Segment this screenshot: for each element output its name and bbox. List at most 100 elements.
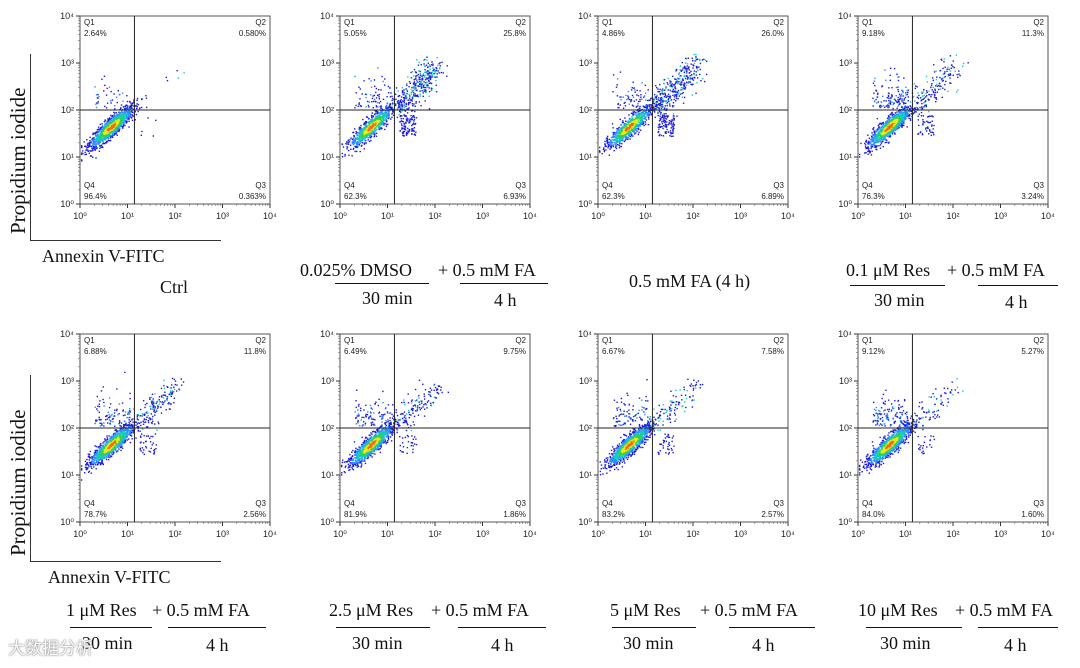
panel-2-dot <box>424 58 426 61</box>
panel-3-dot <box>676 80 679 83</box>
panel-3-dot <box>668 123 670 125</box>
panel-2-dot <box>360 138 362 140</box>
panel-1-dot <box>104 135 107 138</box>
panel-2-dot <box>358 86 360 88</box>
panel-2-dot <box>380 105 382 107</box>
panel-3-dot <box>629 124 631 126</box>
panel-2-dot <box>364 128 367 130</box>
panel-3-dot <box>658 110 661 112</box>
panel-2-dot <box>435 79 437 82</box>
panel-3-dot <box>665 87 667 90</box>
panel-3-dot <box>606 139 609 141</box>
panel-2-dot <box>378 88 380 91</box>
panel-3-dot <box>675 97 678 100</box>
panel-3-dot <box>655 96 657 98</box>
panel-3-dot <box>634 113 636 115</box>
panel-3-dot <box>637 95 640 97</box>
panel-3-dot <box>633 122 635 125</box>
panel-2-dot <box>414 88 416 91</box>
panel-1-dot <box>97 141 99 144</box>
panel-2-dot <box>405 102 408 105</box>
panel-2-dot <box>344 153 346 156</box>
panel-3-dot <box>667 83 669 86</box>
panel-2-dot <box>408 101 410 104</box>
panel-2-dot <box>412 130 414 132</box>
panel-2-dot <box>430 76 432 79</box>
panel-1-dot <box>100 136 102 138</box>
panel-2-dot <box>403 123 406 125</box>
panel-2-dot <box>388 106 391 108</box>
panel-3-dot <box>653 111 656 113</box>
panel-2-dot <box>350 137 352 139</box>
panel-3-dot <box>681 61 684 64</box>
panel-2-dot <box>353 142 355 145</box>
panel-1-dot <box>125 107 127 110</box>
panel-2-dot <box>404 125 407 127</box>
panel-1-dot <box>128 113 131 116</box>
panel-1-dot <box>109 127 111 129</box>
panel-3-dot <box>700 79 702 82</box>
panel-2-dot <box>375 100 377 103</box>
panel-2-dot <box>341 155 344 158</box>
panel-2-dot <box>361 131 363 134</box>
panel-2-dot <box>365 106 367 108</box>
panel-2-dot <box>423 59 425 61</box>
panel-2-dot <box>366 100 369 103</box>
panel-2-dot <box>381 117 383 119</box>
panel-2-dot <box>348 141 351 143</box>
panel-2-dot <box>360 124 362 127</box>
panel-2-dot <box>397 90 399 92</box>
panel-1-dot <box>97 126 100 128</box>
panel-1-dot <box>92 156 94 158</box>
panel-2-dot <box>370 80 372 82</box>
panel-1-dot <box>103 133 105 135</box>
panel-2-dot <box>379 113 381 115</box>
panel-1-dot <box>136 106 138 108</box>
panel-3-dot <box>655 108 658 110</box>
panel-1-dot <box>84 145 86 147</box>
panel-2-dot <box>410 110 413 112</box>
panel-3-dot <box>637 105 639 107</box>
panel-3-dot <box>661 115 664 118</box>
panel-3-dot <box>630 120 632 123</box>
panel-2-dot <box>382 116 384 118</box>
panel-4-dots <box>858 54 969 158</box>
panel-3-dot <box>627 96 630 99</box>
panel-1-dot <box>177 77 180 79</box>
panel-1-dot <box>121 118 124 120</box>
panel-3-dot <box>610 145 613 148</box>
panel-1-dot <box>147 117 149 119</box>
panel-2-dot <box>361 135 363 137</box>
panel-1-dot <box>128 110 130 113</box>
panel-3-dot <box>625 129 628 131</box>
panel-3-q1-label: Q1 <box>602 18 613 27</box>
panel-1-dot <box>107 139 110 142</box>
panel-1-dot <box>104 131 106 134</box>
panel-2-dot <box>421 78 423 80</box>
panel-3-dot <box>627 132 630 135</box>
panel-3-dot <box>635 132 637 134</box>
panel-2-dot <box>362 130 364 132</box>
panel-1-dot <box>104 142 106 145</box>
panel-3-dot <box>662 119 664 121</box>
panel-2-dot <box>391 110 394 112</box>
panel-3-dot <box>624 135 627 137</box>
panel-3-dot <box>646 105 648 108</box>
panel-2-dot <box>406 108 408 110</box>
panel-3-dot <box>626 121 629 124</box>
panel-3-dot <box>620 96 623 98</box>
panel-1-dot <box>107 134 109 137</box>
panel-3-dot <box>682 79 684 82</box>
panel-1-dot <box>104 129 106 132</box>
panel-1-dot <box>112 125 114 128</box>
panel-1-dot <box>110 127 112 129</box>
panel-1-dot <box>89 150 91 152</box>
panel-1-dot <box>90 150 92 152</box>
panel-3-dot <box>602 148 605 151</box>
panel-1-dot <box>106 131 109 133</box>
panel-3-dot <box>606 135 609 138</box>
panel-4-xtick-label-4: 10⁴ <box>1041 211 1055 221</box>
panel-3-dot <box>631 116 633 118</box>
panel-1-dot <box>107 135 110 138</box>
panel-1-dot <box>145 95 147 97</box>
